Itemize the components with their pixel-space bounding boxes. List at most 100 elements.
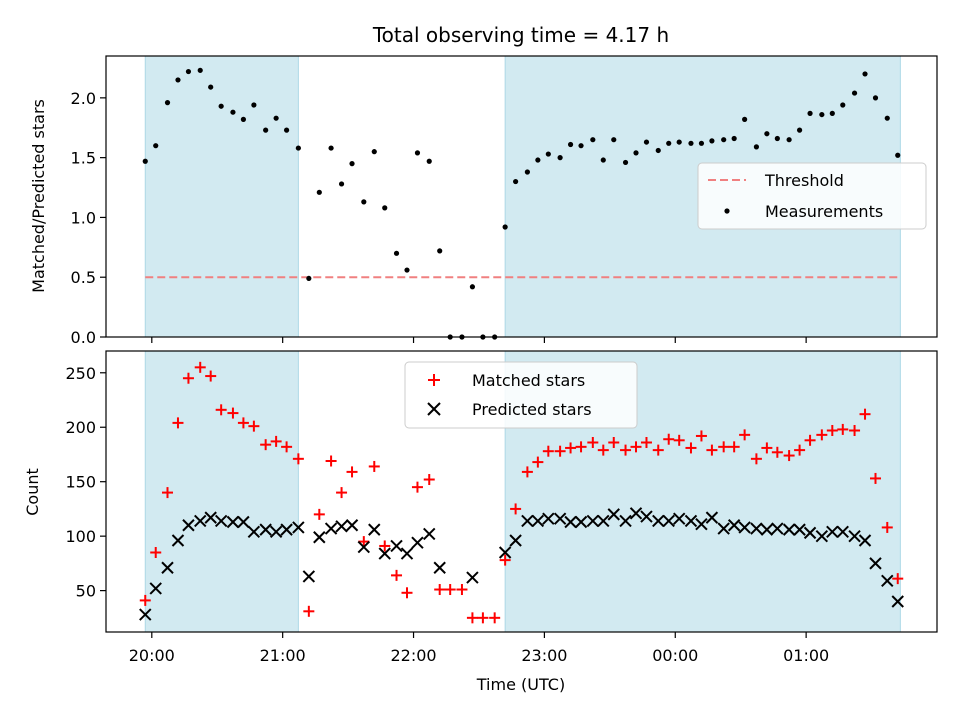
measurement-point [786, 137, 792, 143]
top-y-ticks: 0.0 0.5 1.0 1.5 2.0 [71, 89, 106, 347]
predicted-point [586, 514, 600, 528]
measurement-point [622, 159, 629, 166]
predicted-point [247, 525, 261, 539]
predicted-point [345, 519, 359, 532]
predicted-point [214, 514, 228, 528]
matched-point [542, 445, 554, 457]
y-tick-label: 0.5 [71, 268, 96, 287]
measurement-point [753, 144, 760, 150]
predicted-point [771, 522, 784, 535]
predicted-point [597, 514, 610, 528]
observing-band-0 [144, 55, 299, 338]
predicted-point [466, 571, 479, 584]
measurement-point [895, 152, 901, 158]
matched-point [739, 429, 751, 441]
matched-point [597, 444, 609, 456]
x-tick-label: 00:00 [652, 646, 698, 665]
measurement-point [218, 103, 224, 109]
predicted-point [171, 534, 185, 547]
predicted-point [652, 514, 665, 528]
bottom-panel: 50 100 150 200 250 20:00 21:00 22:00 23:00 00:00… [23, 350, 938, 694]
matched-point [379, 540, 391, 552]
bottom-legend-box [404, 361, 638, 429]
matched-point [489, 612, 501, 624]
matched-point [565, 442, 577, 454]
measurement-point [426, 158, 432, 164]
predicted-point [727, 519, 741, 532]
top-panel: 0.00.51.01.52.0 Matched/Predicted stars … [29, 55, 938, 347]
matched-point [336, 487, 348, 499]
matched-point [673, 434, 685, 446]
measurement-point [502, 224, 508, 230]
predicted-point [695, 517, 708, 531]
measurement-point [590, 137, 596, 143]
measurement-point [230, 109, 236, 115]
predicted-point [629, 507, 643, 520]
measurement-point [153, 143, 159, 149]
predicted-point [390, 539, 403, 553]
measurement-point [283, 127, 290, 133]
y-tick-label: 200 [65, 418, 96, 437]
predicted-point [836, 525, 849, 539]
predicted-point [139, 608, 152, 621]
measurement-point [393, 250, 400, 256]
matched-point [718, 441, 730, 453]
predicted-point [423, 527, 436, 541]
matched-point [194, 361, 206, 373]
predicted-point [564, 515, 577, 529]
matched-point [325, 455, 337, 467]
measurement-point [185, 68, 192, 75]
predicted-point [292, 521, 305, 534]
top-plot-frame [105, 55, 938, 338]
measurement-point [774, 135, 780, 142]
matched-point [826, 425, 838, 437]
predicted-point [848, 529, 861, 543]
measurement-point [273, 115, 279, 121]
matched-point [575, 441, 587, 453]
measurement-point [328, 145, 334, 151]
predicted-point [226, 515, 240, 529]
matched-point [172, 417, 184, 429]
matched-point [510, 503, 522, 515]
predicted-point [521, 514, 534, 528]
predicted-point [640, 510, 653, 523]
bottom-y-ticks: 50 100 150 200 250 [65, 364, 106, 601]
predicted-point [433, 561, 446, 574]
x-tick-label: 22:00 [390, 646, 436, 665]
predicted-point [324, 522, 338, 535]
matched-point [554, 445, 566, 457]
measurement-point [840, 102, 846, 108]
matched-point [849, 425, 861, 437]
matched-point [456, 584, 468, 596]
measurement-point [611, 137, 617, 143]
y-tick-label: 2.0 [71, 89, 96, 108]
measurement-point [197, 67, 203, 73]
measurement-point [633, 150, 639, 156]
measurement-point [829, 110, 835, 116]
predicted-point [553, 512, 567, 525]
predicted-point [891, 595, 904, 608]
matched-stars-points [139, 361, 904, 624]
predicted-point [705, 511, 719, 524]
measurement-point [175, 77, 181, 83]
matched-point [869, 472, 881, 484]
predicted-point [161, 561, 174, 574]
measurement-point [862, 71, 868, 77]
measurement-points [142, 67, 901, 340]
matched-legend-swatch [428, 374, 440, 386]
matched-point [162, 487, 174, 499]
predicted-point [793, 523, 806, 536]
y-tick-label: 1.0 [71, 208, 96, 227]
measurement-point [164, 100, 171, 106]
predicted-point [204, 511, 217, 524]
measurement-point [851, 90, 858, 96]
matched-point [640, 436, 652, 448]
matched-point [303, 605, 315, 617]
measurement-point [666, 140, 672, 146]
matched-point [237, 417, 249, 429]
predicted-point [280, 523, 293, 536]
matched-point [685, 442, 697, 454]
matched-point [182, 372, 194, 384]
bottom-x-ticks: 20:00 21:00 22:00 23:00 00:00 01:00 [129, 632, 829, 665]
matched-point [391, 569, 403, 581]
